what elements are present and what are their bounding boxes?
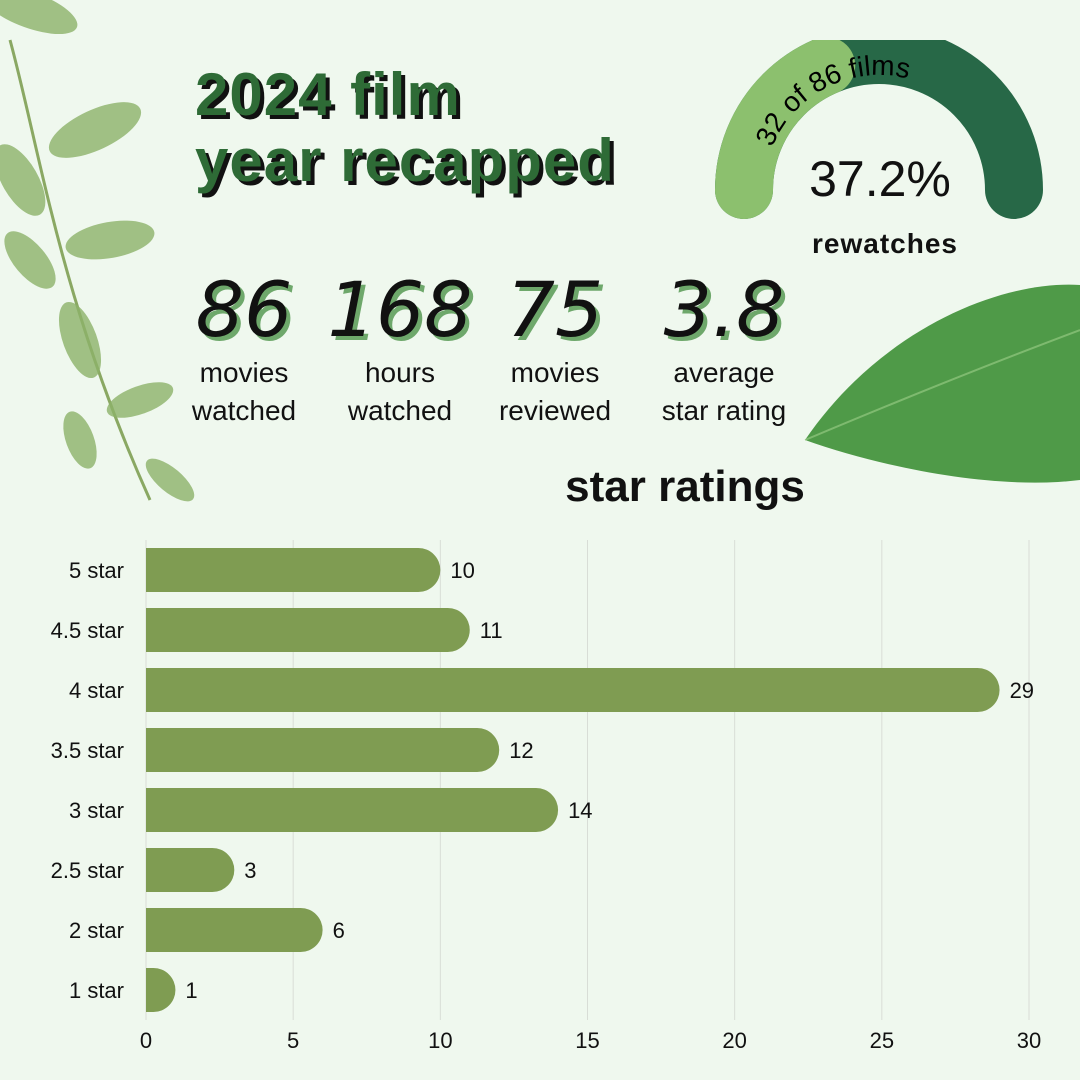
title-line-1: 2024 film — [195, 61, 461, 128]
stat-movies-watched: 86 movies watched — [164, 270, 324, 430]
gauge-fill — [715, 40, 856, 219]
data-label: 6 — [333, 918, 345, 943]
bar — [146, 608, 470, 652]
title-line-2: year recapped — [195, 127, 615, 194]
bar — [146, 968, 176, 1012]
x-tick-label: 20 — [722, 1028, 746, 1053]
y-tick-label: 2.5 star — [51, 858, 124, 883]
y-tick-label: 5 star — [69, 558, 124, 583]
x-tick-label: 0 — [140, 1028, 152, 1053]
y-tick-label: 2 star — [69, 918, 124, 943]
bar — [146, 788, 559, 832]
rewatch-gauge: 32 of 86 films — [715, 40, 1043, 219]
rewatch-percent: 37.2% — [809, 151, 951, 207]
stat-value: 86 — [195, 265, 293, 354]
leaf-branch-decoration — [0, 0, 195, 502]
x-tick-label: 15 — [575, 1028, 599, 1053]
stat-value: 3.8 — [663, 265, 785, 354]
data-label: 14 — [568, 798, 592, 823]
large-leaf-decoration — [804, 284, 1080, 483]
stat-value: 168 — [327, 265, 473, 354]
y-tick-label: 3.5 star — [51, 738, 124, 763]
bar — [146, 848, 235, 892]
bar — [146, 728, 500, 772]
chart-title: star ratings — [565, 462, 805, 511]
y-tick-label: 3 star — [69, 798, 124, 823]
stat-label: movies watched — [191, 357, 297, 426]
data-label: 29 — [1010, 678, 1034, 703]
x-tick-label: 30 — [1017, 1028, 1041, 1053]
stat-label: hours watched — [347, 357, 453, 426]
data-label: 12 — [509, 738, 533, 763]
stat-label: average star rating — [661, 357, 787, 426]
stat-label: movies reviewed — [498, 357, 612, 426]
bar — [146, 548, 441, 592]
x-tick-label: 25 — [870, 1028, 894, 1053]
stat-average-rating: 3.8 average star rating — [644, 270, 804, 430]
rewatch-label: rewatches — [812, 228, 958, 259]
bar — [146, 668, 1000, 712]
data-label: 11 — [480, 618, 503, 643]
y-tick-label: 4 star — [69, 678, 124, 703]
stat-value: 75 — [506, 265, 604, 354]
y-tick-label: 4.5 star — [51, 618, 124, 643]
bar — [146, 908, 323, 952]
star-ratings-bar-chart: 0 5 10 15 20 25 30 5 star 10 4.5 star 11 4 star 29 3.… — [51, 540, 1041, 1053]
x-tick-label: 5 — [287, 1028, 299, 1053]
stat-hours-watched: 168 hours watched — [320, 270, 480, 430]
data-label: 3 — [244, 858, 256, 883]
data-label: 10 — [450, 558, 474, 583]
stat-movies-reviewed: 75 movies reviewed — [475, 270, 635, 430]
x-tick-label: 10 — [428, 1028, 452, 1053]
page-title: 2024 film year recapped — [195, 62, 615, 194]
y-tick-label: 1 star — [69, 978, 124, 1003]
data-label: 1 — [185, 978, 197, 1003]
